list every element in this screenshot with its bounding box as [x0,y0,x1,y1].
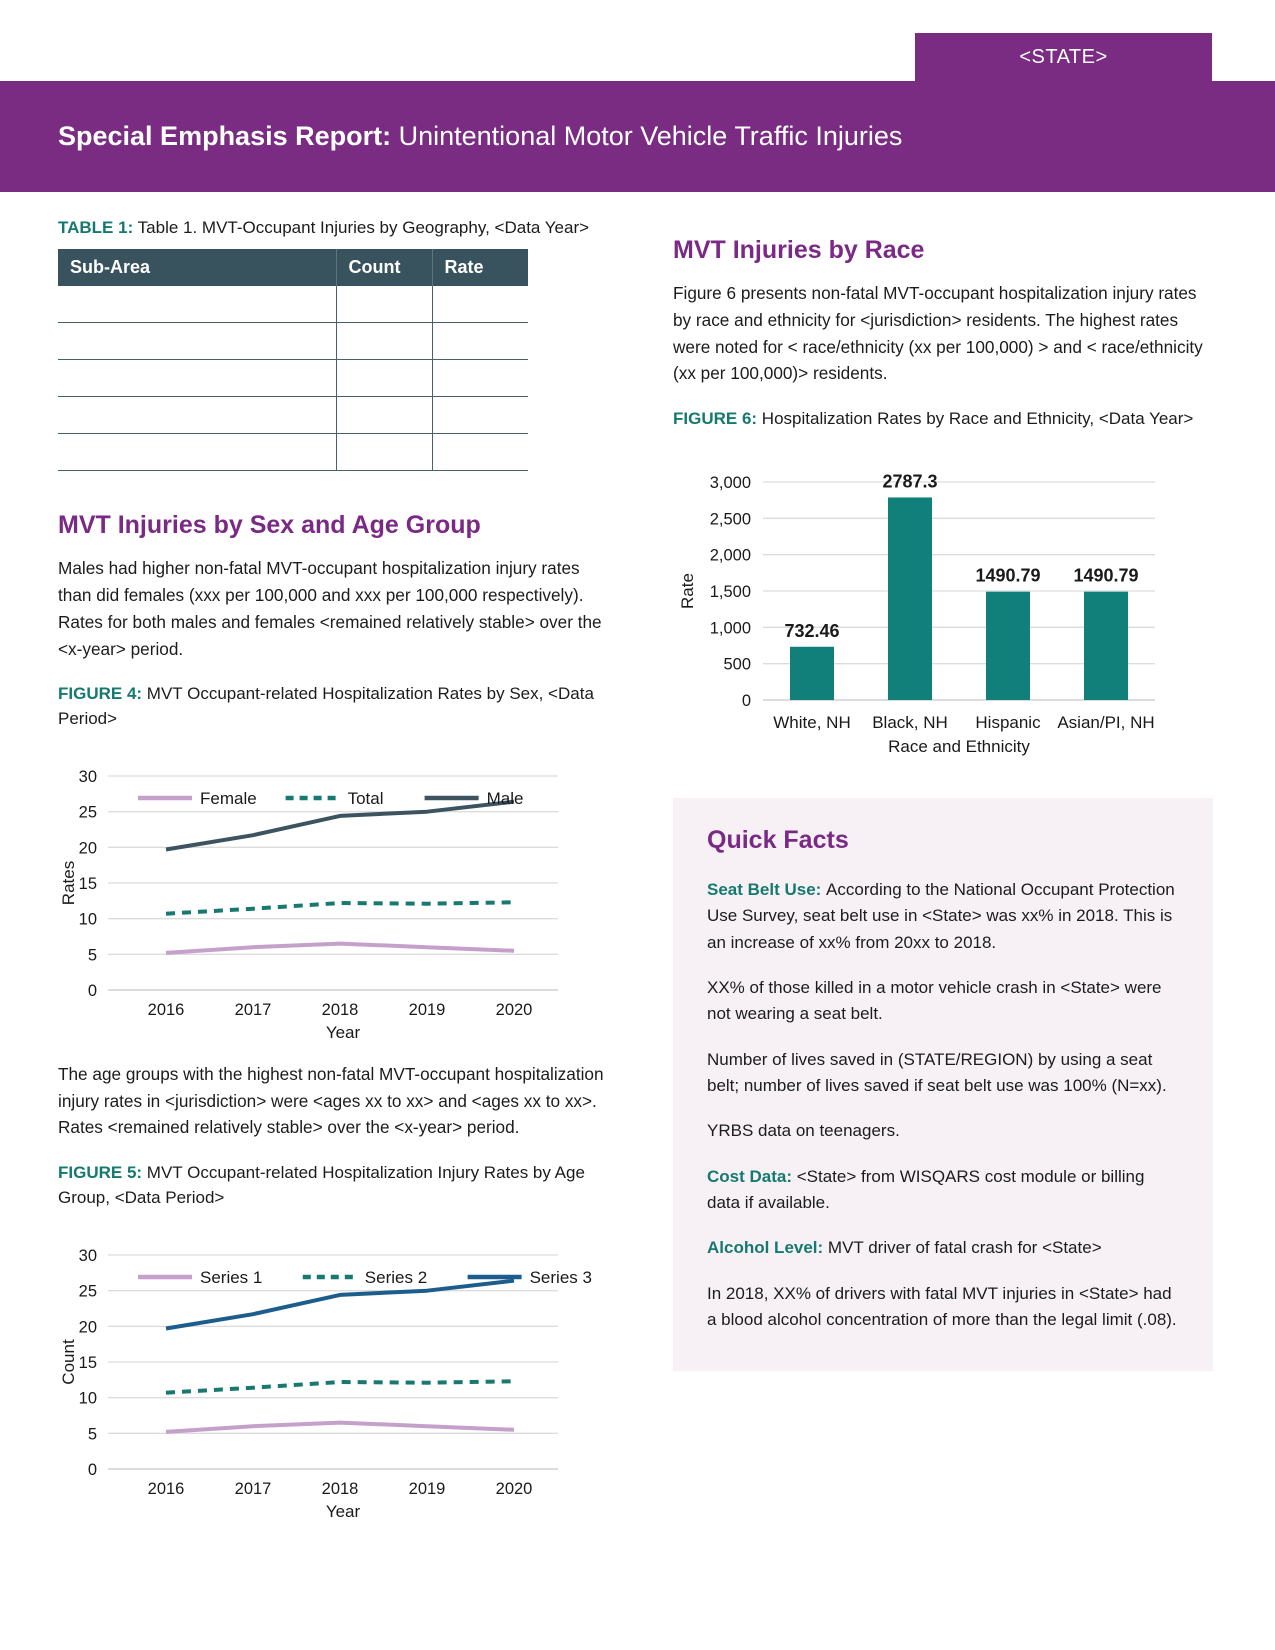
report-title-prefix: Special Emphasis Report: [58,121,392,151]
svg-text:White, NH: White, NH [773,713,850,732]
quick-fact-item: XX% of those killed in a motor vehicle c… [707,977,1162,1024]
svg-text:2020: 2020 [496,1001,533,1019]
svg-text:2019: 2019 [409,1001,446,1019]
svg-text:Male: Male [487,789,524,808]
state-tab-label: <STATE> [1019,45,1108,68]
table-row [58,359,528,398]
quick-fact-item: Number of lives saved in (STATE/REGION) … [707,1049,1167,1096]
column-header-sub-area: Sub-Area [58,248,336,286]
quick-fact-item: In 2018, XX% of drivers with fatal MVT i… [707,1283,1177,1330]
svg-text:2017: 2017 [235,1480,272,1498]
right-column: MVT Injuries by Race Figure 6 presents n… [673,192,1213,1372]
race-paragraph: Figure 6 presents non-fatal MVT-occupant… [673,283,1203,384]
svg-text:1490.79: 1490.79 [975,566,1040,586]
svg-text:2020: 2020 [496,1480,533,1498]
svg-text:10: 10 [79,1389,97,1407]
report-title: Special Emphasis Report: Unintentional M… [0,121,902,152]
figure4-line-chart: 0 5 10 15 20 25 30 Rates 2016 2017 2018 2019 2020 Yea… [58,740,612,1045]
figure6-bar-chart: 0 500 1,000 1,500 2,000 2,500 3,000 Rate 732.46 W… [673,440,1213,770]
left-column: TABLE 1: Table 1. MVT-Occupant Injuries … [58,192,612,1524]
quick-fact-item: YRBS data on teenagers. [707,1121,900,1141]
svg-text:15: 15 [79,875,97,893]
section-heading-sex-age: MVT Injuries by Sex and Age Group [58,511,481,540]
table-row [58,396,528,435]
svg-text:5: 5 [88,946,97,964]
table1-caption-text: Table 1. MVT-Occupant Injuries by Geogra… [137,218,590,237]
svg-text:1,000: 1,000 [710,619,751,637]
svg-text:Year: Year [326,1502,361,1521]
svg-text:732.46: 732.46 [784,621,839,641]
svg-text:0: 0 [742,692,751,710]
figure6-caption-text: Hospitalization Rates by Race and Ethnic… [761,409,1194,429]
svg-text:3,000: 3,000 [710,474,751,492]
svg-text:0: 0 [88,982,97,1000]
svg-text:0: 0 [88,1461,97,1479]
svg-text:30: 30 [79,768,97,786]
svg-text:2019: 2019 [409,1480,446,1498]
svg-text:Count: Count [59,1339,78,1385]
section-heading-race: MVT Injuries by Race [673,236,925,264]
quick-facts-box: Quick Facts Seat Belt Use: According to … [673,797,1213,1372]
table-row [58,322,528,361]
figure5-line-chart: 0 5 10 15 20 25 30 Count 2016 2017 2018 2019 2020 Yea… [58,1219,612,1524]
table-row [58,433,528,472]
quick-facts-heading: Quick Facts [707,825,849,854]
title-band: Special Emphasis Report: Unintentional M… [0,81,1275,192]
table1-caption: TABLE 1: Table 1. MVT-Occupant Injuries … [58,216,612,241]
report-title-subject: Unintentional Motor Vehicle Traffic Inju… [391,121,903,151]
svg-text:20: 20 [79,1318,97,1336]
quick-facts-list: Seat Belt Use: According to the National… [707,877,1179,1333]
svg-text:2018: 2018 [322,1480,359,1498]
svg-text:2018: 2018 [322,1001,359,1019]
svg-text:Rates: Rates [59,861,78,905]
svg-text:Series 1: Series 1 [200,1268,262,1287]
svg-text:Rate: Rate [678,573,697,609]
sex-age-paragraph: Males had higher non-fatal MVT-occupant … [58,558,602,659]
svg-text:25: 25 [79,803,97,821]
svg-text:1,500: 1,500 [710,583,751,601]
figure4-caption-text: MVT Occupant-related Hospitalization Rat… [58,684,594,729]
svg-text:Year: Year [326,1023,361,1042]
svg-text:Hispanic: Hispanic [975,713,1041,732]
quick-fact-item: Cost Data: <State> from WISQARS cost mod… [707,1166,1145,1213]
svg-text:Race and Ethnicity: Race and Ethnicity [888,737,1030,756]
figure5-caption-text: MVT Occupant-related Hospitalization Inj… [58,1163,585,1207]
geography-table: Sub-Area Count Rate [58,248,528,472]
column-header-rate: Rate [431,248,528,286]
svg-text:10: 10 [79,910,97,928]
svg-text:Series 3: Series 3 [530,1268,592,1287]
svg-text:2017: 2017 [235,1001,272,1019]
svg-text:2,500: 2,500 [710,510,751,528]
figure5-caption-label: FIGURE 5: [58,1163,143,1183]
figure6-caption-label: FIGURE 6: [673,409,758,429]
svg-text:Series 2: Series 2 [365,1268,427,1287]
figure4-caption-label: FIGURE 4: [58,684,143,704]
table1-caption-label: TABLE 1: [58,218,134,237]
svg-text:500: 500 [723,656,751,674]
figure5-caption: FIGURE 5: MVT Occupant-related Hospitali… [58,1161,612,1210]
quick-fact-item: Seat Belt Use: According to the National… [707,879,1175,952]
svg-text:2787.3: 2787.3 [882,471,937,491]
svg-text:2016: 2016 [148,1001,185,1019]
svg-text:15: 15 [79,1354,97,1372]
figure6-caption: FIGURE 6: Hospitalization Rates by Race … [673,407,1213,432]
svg-text:1490.79: 1490.79 [1073,566,1138,586]
table-header-row: Sub-Area Count Rate [58,248,528,286]
svg-text:5: 5 [88,1425,97,1443]
svg-text:30: 30 [79,1247,97,1265]
age-group-paragraph: The age groups with the highest non-fata… [58,1063,604,1138]
svg-text:Total: Total [348,789,384,808]
svg-text:20: 20 [79,839,97,857]
svg-text:Asian/PI, NH: Asian/PI, NH [1057,713,1154,732]
column-header-count: Count [335,248,432,286]
table-row [58,285,528,324]
svg-text:2016: 2016 [148,1480,185,1498]
state-tab: <STATE> [915,33,1212,81]
quick-fact-item: Alcohol Level: MVT driver of fatal crash… [707,1238,1102,1258]
svg-text:25: 25 [79,1282,97,1300]
svg-text:2,000: 2,000 [710,547,751,565]
figure4-caption: FIGURE 4: MVT Occupant-related Hospitali… [58,682,612,731]
svg-text:Black, NH: Black, NH [872,713,948,732]
svg-text:Female: Female [200,789,257,808]
